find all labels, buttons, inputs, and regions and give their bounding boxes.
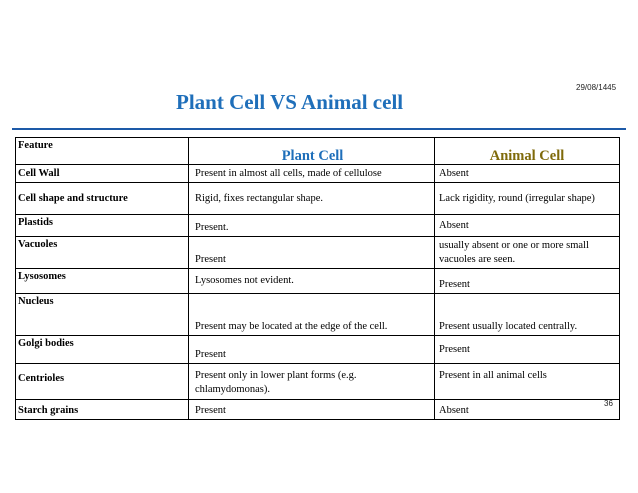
slide-date: 29/08/1445 <box>576 83 617 92</box>
row-plant-value: Rigid, fixes rectangular shape. <box>188 182 435 215</box>
row-animal-value: Lack rigidity, round (irregular shape) <box>434 182 620 215</box>
row-feature: Centrioles <box>15 363 189 400</box>
row-animal-value: Absent <box>434 214 620 237</box>
table-row: Golgi bodies Present Present <box>15 335 620 364</box>
slide-title: Plant Cell VS Animal cell <box>176 90 404 114</box>
row-plant-value: Present in almost all cells, made of cel… <box>188 164 435 183</box>
row-feature: Plastids <box>15 214 189 237</box>
title-divider <box>12 128 626 130</box>
row-feature: Golgi bodies <box>15 335 189 364</box>
row-feature: Vacuoles <box>15 236 189 269</box>
slide-number: 36 <box>604 399 613 408</box>
table-header-row: Feature Plant Cell Animal Cell <box>15 137 620 165</box>
row-animal-value: Present <box>434 335 620 364</box>
row-animal-value: Present usually located centrally. <box>434 293 620 336</box>
table-row: Cell Wall Present in almost all cells, m… <box>15 164 620 183</box>
header-plant-cell: Plant Cell <box>188 137 435 165</box>
row-plant-value: Present <box>188 236 435 269</box>
table-row: Vacuoles Present usually absent or one o… <box>15 236 620 269</box>
row-plant-value: Present <box>188 399 435 420</box>
table-row: Cell shape and structure Rigid, fixes re… <box>15 182 620 215</box>
row-plant-value: Present may be located at the edge of th… <box>188 293 435 336</box>
table-row: Nucleus Present may be located at the ed… <box>15 293 620 336</box>
row-plant-value: Present only in lower plant forms (e.g. … <box>188 363 435 400</box>
header-feature: Feature <box>15 137 189 165</box>
row-plant-value: Lysosomes not evident. <box>188 268 435 294</box>
row-feature: Nucleus <box>15 293 189 336</box>
header-animal-cell: Animal Cell <box>434 137 620 165</box>
row-feature: Lysosomes <box>15 268 189 294</box>
row-animal-value: usually absent or one or more small vacu… <box>434 236 620 269</box>
row-animal-value: Present <box>434 268 620 294</box>
row-plant-value: Present. <box>188 214 435 237</box>
row-animal-value: Absent <box>434 164 620 183</box>
table-row: Starch grains Present Absent <box>15 399 620 420</box>
row-feature: Cell Wall <box>15 164 189 183</box>
row-feature: Starch grains <box>15 399 189 420</box>
row-animal-value: Absent <box>434 399 620 420</box>
table-row: Lysosomes Lysosomes not evident. Present <box>15 268 620 294</box>
table-row: Centrioles Present only in lower plant f… <box>15 363 620 400</box>
row-feature: Cell shape and structure <box>15 182 189 215</box>
table-row: Plastids Present. Absent <box>15 214 620 237</box>
row-animal-value: Present in all animal cells <box>434 363 620 400</box>
row-plant-value: Present <box>188 335 435 364</box>
comparison-table: Feature Plant Cell Animal Cell Cell Wall… <box>15 137 620 420</box>
